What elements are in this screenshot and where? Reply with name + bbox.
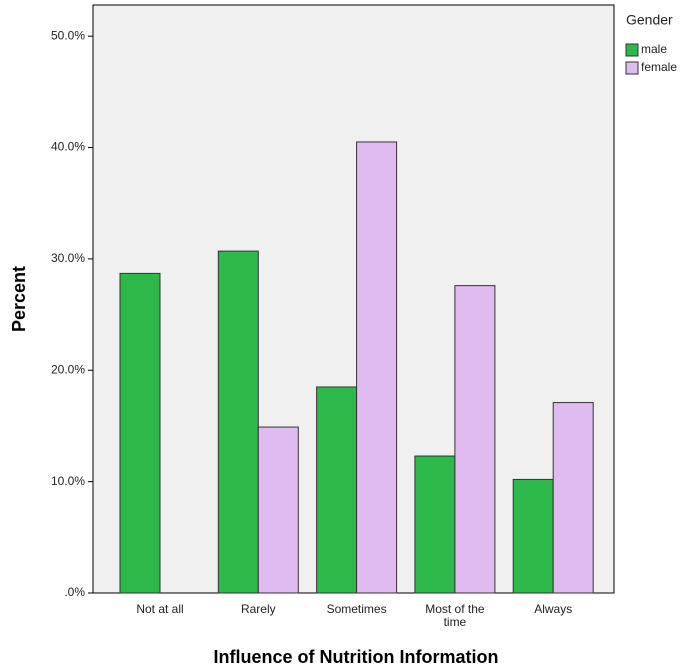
x-tick-label: Not at all (136, 602, 183, 616)
x-tick-label: Rarely (241, 602, 276, 616)
x-tick-label: Sometimes (327, 602, 387, 616)
legend-label: male (641, 42, 667, 56)
bar (512, 478, 554, 594)
bar (414, 455, 456, 594)
x-tick-label: Always (534, 602, 572, 616)
y-tick-label: 30.0% (51, 251, 85, 265)
legend-swatch (625, 61, 639, 75)
y-tick-label: 40.0% (51, 140, 85, 154)
bar (217, 250, 259, 594)
bar (356, 141, 398, 594)
x-axis-title: Influence of Nutrition Information (214, 647, 499, 667)
y-tick-label: .0% (64, 585, 85, 599)
legend-swatch (625, 43, 639, 57)
y-tick-label: 10.0% (51, 474, 85, 488)
bar (552, 402, 594, 594)
y-tick-label: 20.0% (51, 362, 85, 376)
bar (119, 272, 161, 594)
legend-label: female (641, 60, 677, 74)
x-tick-label: Most of the time (425, 602, 485, 629)
bar (454, 285, 496, 594)
legend-title: Gender (626, 12, 673, 28)
y-axis-title: Percent (9, 266, 29, 332)
bar (316, 386, 358, 594)
bar (257, 426, 299, 594)
y-tick-label: 50.0% (51, 28, 85, 42)
